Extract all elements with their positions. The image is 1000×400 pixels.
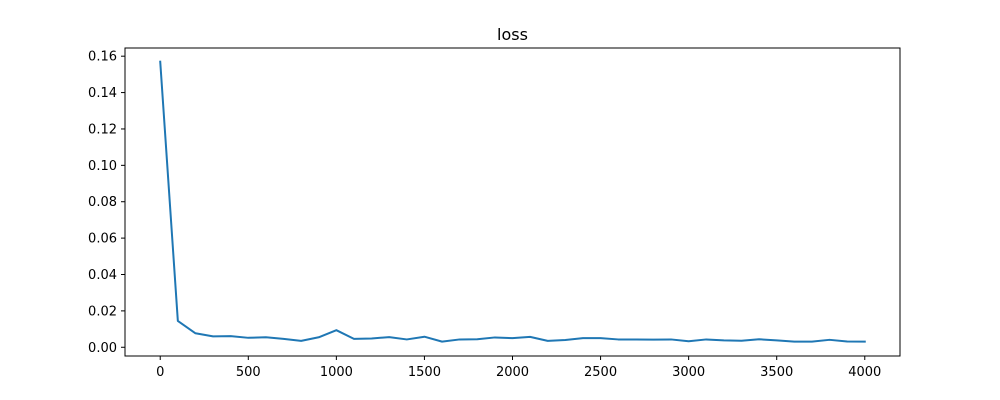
x-tick-label: 500 [236,365,261,380]
plot-frame [124,47,901,357]
chart-title: loss [497,25,528,44]
x-tick-label: 4000 [848,365,881,380]
x-tick-label: 0 [156,365,164,380]
x-tick-label: 2500 [584,365,617,380]
plot-area: 0 500 1000 1500 2000 2500 3000 3500 4000 0.00 0.02… [88,50,881,380]
x-tick-label: 3500 [760,365,793,380]
x-tick-label: 3000 [672,365,705,380]
y-tick-label: 0.02 [88,304,117,319]
y-tick-label: 0.12 [88,122,117,137]
y-tick-label: 0.14 [88,86,117,101]
x-tick-label: 1500 [408,365,441,380]
y-tick-label: 0.00 [88,341,117,356]
x-tick-label: 2000 [496,365,529,380]
y-tick-label: 0.06 [88,232,117,247]
y-tick-label: 0.10 [88,159,117,174]
x-tick-label: 1000 [320,365,353,380]
y-tick-label: 0.16 [88,50,117,65]
y-tick-label: 0.08 [88,195,117,210]
y-tick-label: 0.04 [88,268,117,283]
series-line-0 [159,60,866,343]
